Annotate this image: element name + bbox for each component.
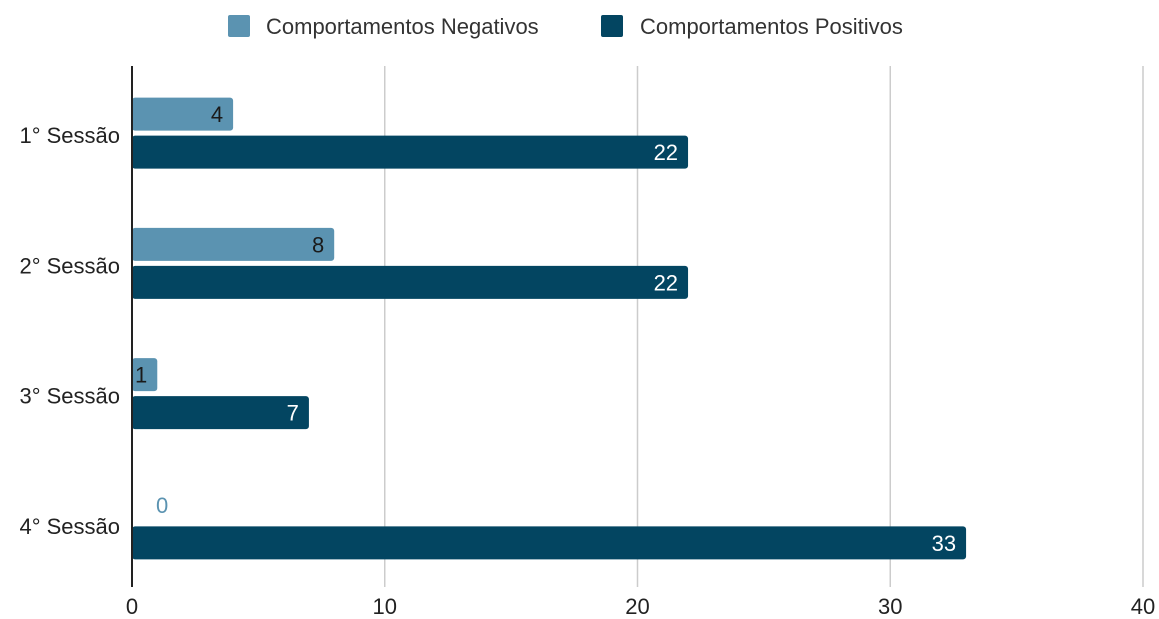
bar-negativos-3: [132, 358, 158, 392]
bar-positivos-1: [132, 135, 689, 169]
bar-label-positivos-4: 33: [932, 531, 956, 556]
legend-label-negativos: Comportamentos Negativos: [266, 14, 539, 39]
bar-negativos-2: [132, 227, 335, 261]
bar-label-negativos-1: 4: [211, 102, 223, 127]
legend: Comportamentos Negativos Comportamentos P…: [228, 14, 903, 39]
bar-layer: 4 22 8 22 1 7 0 33: [132, 97, 967, 560]
legend-swatch-positivos: [601, 15, 623, 37]
x-tick-label-40: 40: [1131, 594, 1155, 619]
bar-label-positivos-1: 22: [654, 140, 678, 165]
category-label-3: 3° Sessão: [19, 384, 120, 409]
bar-label-negativos-4: 0: [156, 493, 168, 518]
bar-positivos-3: [132, 396, 309, 430]
bar-label-positivos-2: 22: [654, 270, 678, 295]
x-tick-label-20: 20: [625, 594, 649, 619]
bar-negativos-1: [132, 97, 234, 131]
category-label-4: 4° Sessão: [19, 514, 120, 539]
bar-label-negativos-2: 8: [312, 232, 324, 257]
category-label-2: 2° Sessão: [19, 253, 120, 278]
category-label-1: 1° Sessão: [19, 123, 120, 148]
x-tick-label-30: 30: [878, 594, 902, 619]
bar-positivos-4: [132, 526, 967, 560]
x-tick-label-0: 0: [126, 594, 138, 619]
bar-label-positivos-3: 7: [287, 401, 299, 426]
bar-positivos-2: [132, 265, 689, 299]
legend-swatch-negativos: [228, 15, 250, 37]
legend-label-positivos: Comportamentos Positivos: [640, 14, 903, 39]
x-tick-label-10: 10: [373, 594, 397, 619]
bar-label-negativos-3: 1: [135, 363, 147, 388]
